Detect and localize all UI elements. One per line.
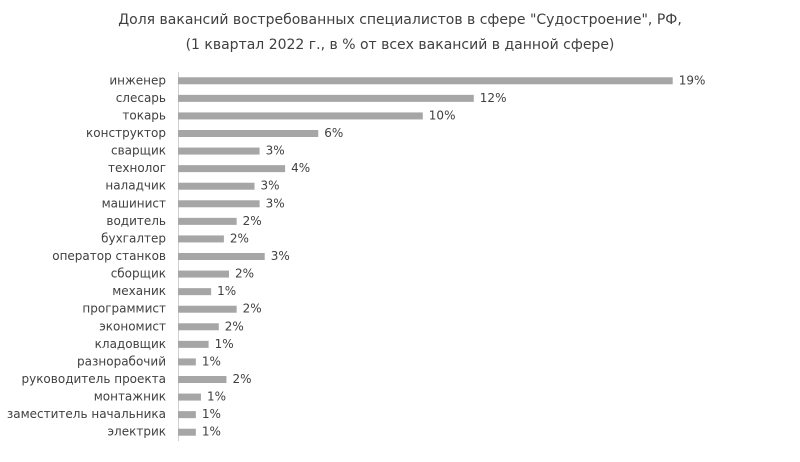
y-tick-label: монтажник <box>94 390 166 404</box>
y-tick-label: кладовщик <box>95 337 166 351</box>
value-label: 1% <box>202 425 221 439</box>
y-tick-label: механик <box>112 284 166 298</box>
bar <box>178 305 237 313</box>
bar <box>178 411 196 419</box>
y-tick-label: заместитель начальника <box>7 407 166 421</box>
bar <box>178 130 319 137</box>
value-label: 2% <box>232 372 251 386</box>
value-label: 3% <box>271 249 290 263</box>
y-tick-label: электрик <box>107 425 166 439</box>
y-tick-label: бухгалтер <box>101 231 166 245</box>
value-label: 2% <box>225 319 244 333</box>
bar <box>178 147 260 155</box>
value-label: 2% <box>243 214 262 228</box>
bar <box>178 235 224 243</box>
bar <box>178 340 209 348</box>
value-label: 3% <box>261 179 280 193</box>
value-label: 4% <box>291 161 310 175</box>
value-label: 2% <box>243 302 262 316</box>
bar <box>178 253 265 260</box>
bar <box>178 393 201 401</box>
y-tick-label: инженер <box>109 73 166 87</box>
y-tick-label: водитель <box>106 214 166 228</box>
value-label: 1% <box>207 390 226 404</box>
y-tick-label: руководитель проекта <box>21 372 166 386</box>
bar <box>178 182 255 190</box>
y-tick-label: слесарь <box>116 91 166 105</box>
value-label: 6% <box>324 126 343 140</box>
value-label: 3% <box>266 144 285 158</box>
y-tick-label: разнорабочий <box>77 354 166 368</box>
bar <box>178 77 673 85</box>
bar <box>178 428 196 436</box>
value-label: 1% <box>202 354 221 368</box>
y-tick-label: технолог <box>108 161 166 175</box>
y-tick-label: наладчик <box>105 179 166 193</box>
value-label: 1% <box>215 337 234 351</box>
value-label: 2% <box>235 267 254 281</box>
y-tick-label: токарь <box>122 108 166 122</box>
bar <box>178 288 212 296</box>
bar <box>178 165 286 173</box>
bar <box>178 94 474 102</box>
y-tick-label: оператор станков <box>52 249 166 263</box>
bar <box>178 200 260 208</box>
y-tick-label: сборщик <box>111 267 166 281</box>
bar <box>178 112 423 120</box>
y-tick-label: машинист <box>102 196 166 210</box>
y-tick-label: конструктор <box>86 126 166 140</box>
value-label: 19% <box>679 73 706 87</box>
y-tick-label: экономист <box>99 319 166 333</box>
bar <box>178 323 219 331</box>
value-label: 1% <box>202 407 221 421</box>
value-label: 2% <box>230 231 249 245</box>
bar <box>178 358 196 366</box>
chart-title: (1 квартал 2022 г., в % от всех вакансий… <box>186 37 615 53</box>
y-tick-label: сварщик <box>111 144 166 158</box>
value-label: 3% <box>266 196 285 210</box>
chart-title: Доля вакансий востребованных специалисто… <box>118 12 682 28</box>
value-label: 10% <box>429 108 456 122</box>
bar <box>178 376 227 383</box>
y-tick-label: программист <box>82 302 166 316</box>
bar <box>178 270 229 278</box>
bar <box>178 217 237 225</box>
value-label: 12% <box>480 91 507 105</box>
value-label: 1% <box>217 284 236 298</box>
